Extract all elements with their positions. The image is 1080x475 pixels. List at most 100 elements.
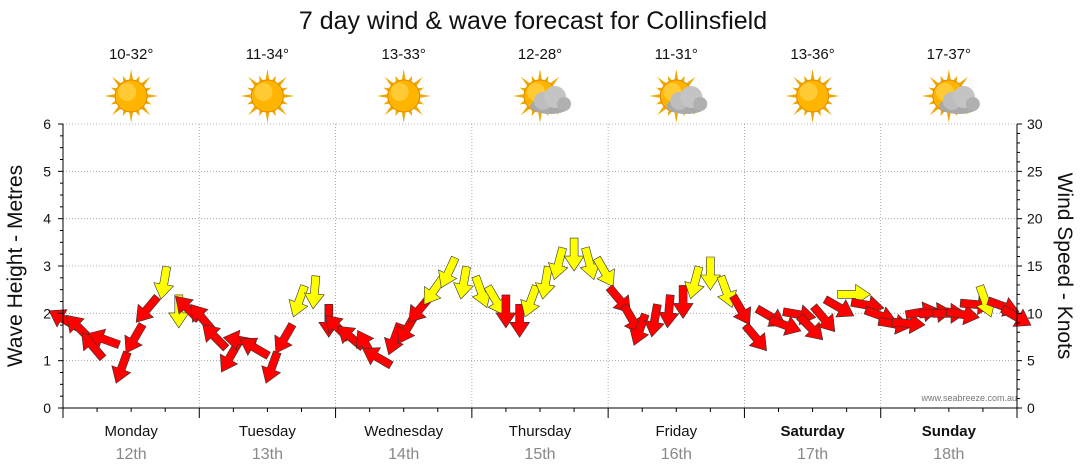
sunny-icon	[376, 69, 431, 123]
sun-ray	[265, 69, 270, 81]
date-label: 18th	[933, 446, 964, 463]
sun-ray	[810, 69, 815, 81]
left-tick-label: 0	[43, 400, 51, 416]
sunny-icon	[104, 69, 159, 123]
wind-arrow	[768, 315, 802, 336]
wind-arrow	[453, 265, 474, 300]
sun-ray	[277, 76, 287, 87]
cloud-icon	[938, 86, 980, 114]
sun-ray	[419, 94, 431, 98]
sun-ray	[929, 105, 939, 116]
sun-ray	[929, 76, 939, 87]
right-tick-label: 10	[1027, 305, 1043, 321]
sun-ray	[674, 111, 679, 123]
wind-arrow	[239, 337, 271, 360]
wind-arrow	[563, 237, 585, 272]
wind-arrow	[796, 313, 824, 341]
temperature-label: 12-28°	[518, 46, 562, 63]
sun-ray	[265, 111, 270, 123]
temperature-label: 17-37°	[927, 46, 971, 63]
wind-arrow	[274, 322, 297, 354]
temperature-label: 13-36°	[790, 46, 834, 63]
sun-ray	[657, 105, 667, 116]
temperature-label: 11-34°	[246, 46, 289, 63]
sun-highlight	[254, 83, 273, 101]
wind-arrow	[495, 294, 517, 329]
sun-ray	[549, 76, 560, 87]
partly-cloudy-icon	[649, 69, 708, 123]
sun-highlight	[799, 83, 818, 101]
left-tick-label: 2	[43, 305, 51, 321]
right-tick-label: 25	[1027, 163, 1043, 179]
sun-ray	[376, 94, 388, 98]
wind-arrow	[547, 246, 569, 281]
wind-arrow	[999, 304, 1032, 327]
right-tick-label: 30	[1027, 116, 1043, 132]
sun-ray	[828, 94, 840, 98]
sun-ray	[129, 111, 134, 123]
date-label: 16th	[661, 446, 692, 463]
sun-ray	[248, 76, 258, 87]
wind-arrow	[520, 284, 541, 318]
wind-arrow	[153, 265, 175, 300]
sun-ray	[958, 76, 968, 87]
cloud-puff	[965, 97, 980, 111]
wind-arrow	[288, 284, 309, 318]
wind-arrow	[658, 294, 680, 329]
sun-ray	[513, 94, 525, 98]
day-label-friday: Friday	[655, 423, 697, 440]
left-tick-label: 4	[43, 211, 51, 227]
wind-arrow	[124, 322, 147, 354]
sun-ray	[413, 105, 423, 116]
sun-ray	[141, 76, 151, 87]
sun-highlight	[118, 83, 137, 101]
wind-arrow	[303, 275, 325, 310]
sun-ray	[112, 76, 122, 87]
temperature-label: 10-32°	[109, 46, 153, 63]
sun-ray	[248, 105, 258, 116]
sun-ray	[793, 76, 803, 87]
chart-title: 7 day wind & wave forecast for Collinsfi…	[299, 7, 767, 35]
day-label-sunday: Sunday	[922, 423, 977, 440]
date-label: 12th	[116, 446, 147, 463]
wind-arrow	[534, 265, 556, 300]
sun-ray	[649, 94, 661, 98]
sun-ray	[538, 69, 542, 81]
date-label: 17th	[797, 446, 828, 463]
wind-arrow	[629, 312, 650, 346]
right-axis-title: Wind Speed - Knots	[1053, 173, 1076, 360]
wind-arrow	[438, 255, 460, 289]
wind-arrow	[135, 294, 161, 323]
wind-arrow	[202, 324, 230, 352]
right-tick-label: 15	[1027, 258, 1043, 274]
date-label: 14th	[388, 446, 419, 463]
left-tick-label: 3	[43, 258, 51, 274]
temperature-label: 11-31°	[655, 46, 698, 63]
sun-ray	[129, 69, 134, 81]
sun-ray	[946, 111, 951, 123]
partly-cloudy-icon	[921, 69, 980, 123]
left-tick-label: 6	[43, 116, 51, 132]
left-axis-title: Wave Height - Metres	[4, 165, 27, 367]
sun-ray	[283, 94, 295, 98]
temperature-label: 13-33°	[382, 46, 426, 63]
sun-ray	[686, 76, 696, 87]
cloud-icon	[666, 86, 708, 114]
axes: 0 1 2 3 4 5 6 0 5 10 15 20 25 30	[43, 116, 1043, 418]
wind-arrow	[87, 328, 121, 349]
sun-ray	[401, 111, 406, 123]
wind-arrow	[810, 303, 836, 333]
wind-arrow	[362, 347, 394, 370]
cloud-puff	[557, 97, 571, 111]
sun-ray	[112, 105, 122, 116]
wind-arrow	[684, 265, 705, 300]
day-label-thursday: Thursday	[509, 423, 572, 440]
right-tick-label: 5	[1027, 353, 1035, 369]
day-label-wednesday: Wednesday	[364, 423, 443, 440]
sun-ray	[104, 94, 116, 98]
sun-ray	[810, 111, 815, 123]
sunny-icon	[785, 69, 840, 123]
wind-arrow	[111, 350, 132, 384]
sun-ray	[921, 94, 933, 98]
right-tick-label: 20	[1027, 211, 1043, 227]
